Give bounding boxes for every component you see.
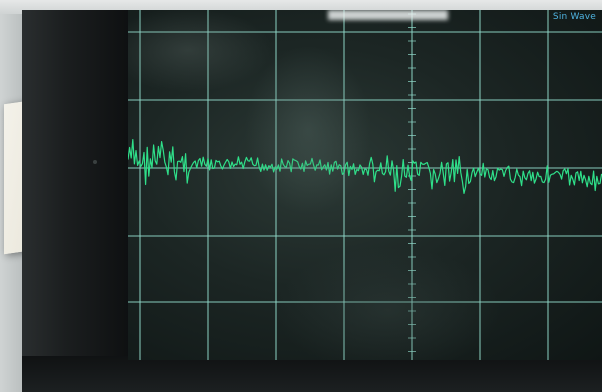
screen-label: Sin Wave: [552, 12, 596, 22]
oscilloscope-graticule-and-trace: [128, 10, 602, 360]
bezel-indicator-dot: [93, 160, 97, 164]
oscilloscope-screen: Sin Wave: [128, 10, 602, 360]
monitor-bezel-bottom: [22, 356, 602, 392]
monitor-bezel-left: [22, 10, 130, 392]
graticule-grid: [128, 10, 602, 360]
light-flare: [328, 10, 448, 20]
signal-trace: [128, 139, 602, 194]
